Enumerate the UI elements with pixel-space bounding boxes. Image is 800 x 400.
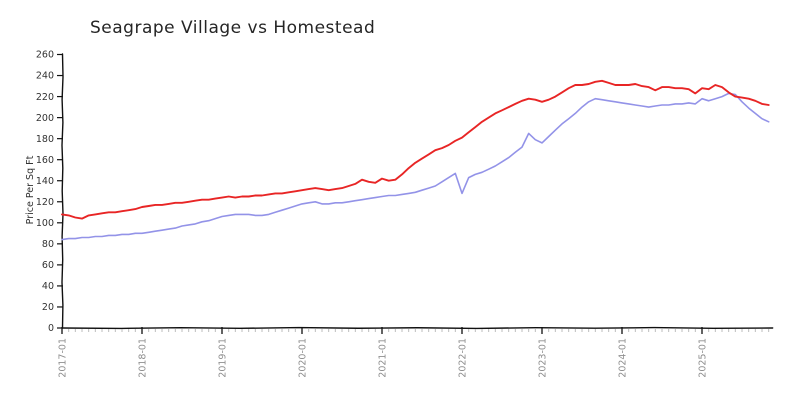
x-tick-label: 2022-01 xyxy=(457,338,468,378)
y-tick-label: 80 xyxy=(42,239,54,250)
x-tick-label: 2018-01 xyxy=(137,338,148,378)
y-tick-label: 260 xyxy=(36,50,54,61)
x-tick-label: 2019-01 xyxy=(217,338,228,378)
y-tick-label: 20 xyxy=(42,302,54,313)
plot-area xyxy=(61,79,770,241)
y-tick-label: 100 xyxy=(36,218,54,229)
x-axis-line xyxy=(61,326,774,330)
y-tick-label: 240 xyxy=(36,71,54,82)
x-tick-label: 2024-01 xyxy=(617,338,628,378)
x-tick-label: 2021-01 xyxy=(377,338,388,378)
y-tick-label: 180 xyxy=(36,134,54,145)
x-tick-label: 2017-01 xyxy=(57,338,68,378)
y-tick-label: 40 xyxy=(42,281,54,292)
axes xyxy=(61,53,774,330)
y-tick-label: 140 xyxy=(36,176,54,187)
series-line-homestead xyxy=(61,92,770,241)
chart-title: Seagrape Village vs Homestead xyxy=(90,18,376,38)
y-tick-label: 200 xyxy=(36,113,54,124)
y-tick-label: 120 xyxy=(36,197,54,208)
y-tick-label: 220 xyxy=(36,92,54,103)
y-axis-title: Price Per Sq Ft xyxy=(25,155,36,224)
tick-marks: 0 20 40 60 80 100 120 140 160 180 200 220 240 260 2017… xyxy=(36,50,770,378)
y-tick-label: 0 xyxy=(48,323,54,334)
series-line-seagrape-village xyxy=(61,79,770,220)
y-tick-label: 60 xyxy=(42,260,54,271)
x-tick-label: 2020-01 xyxy=(297,338,308,378)
y-tick-label: 160 xyxy=(36,155,54,166)
x-tick-label: 2025-01 xyxy=(697,338,708,378)
y-axis-line xyxy=(61,53,64,329)
x-tick-label: 2023-01 xyxy=(537,338,548,378)
